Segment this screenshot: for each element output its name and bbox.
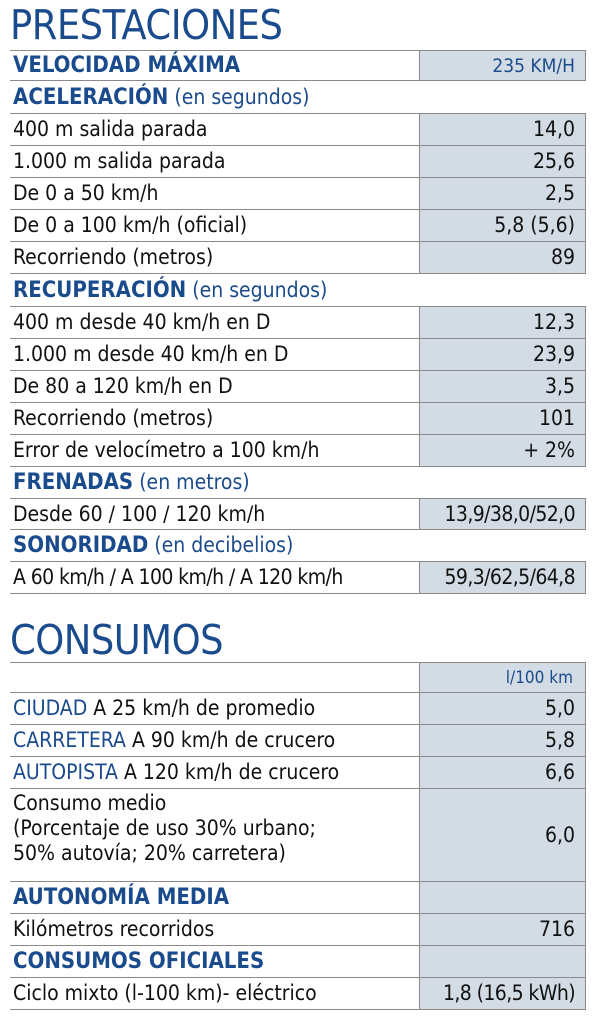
- table-row: De 80 a 120 km/h en D 3,5: [10, 371, 586, 403]
- row-label: A 120 km/h de crucero: [123, 760, 340, 784]
- prestaciones-title: PRESTACIONES: [10, 1, 283, 49]
- velocidad-label: VELOCIDAD MÁXIMA: [13, 53, 241, 78]
- row-value: + 2%: [419, 435, 586, 466]
- consumo-medio-line3: 50% autovía; 20% carretera): [13, 841, 286, 865]
- recuperacion-heading: RECUPERACIÓN: [13, 278, 187, 303]
- row-value: 14,0: [419, 114, 586, 145]
- table-row: Kilómetros recorridos 716: [10, 914, 586, 946]
- row-value: 12,3: [419, 307, 586, 338]
- table-row: 400 m salida parada 14,0: [10, 114, 586, 146]
- sonoridad-unit: (en decibelios): [154, 533, 294, 557]
- row-value: 6,6: [419, 757, 586, 788]
- frenadas-header: FRENADAS (en metros): [10, 467, 586, 499]
- table-row: A 60 km/h / A 100 km/h / A 120 km/h 59,3…: [10, 562, 586, 594]
- frenadas-heading: FRENADAS: [13, 470, 134, 495]
- row-label: Desde 60 / 100 / 120 km/h: [13, 502, 266, 526]
- table-row: Ciclo mixto (l-100 km)- eléctrico 1,8 (1…: [10, 978, 586, 1010]
- consumo-medio-value: 6,0: [419, 789, 586, 881]
- consumo-medio-row: Consumo medio (Porcentaje de uso 30% urb…: [10, 789, 586, 882]
- table-row: 1.000 m desde 40 km/h en D 23,9: [10, 339, 586, 371]
- table-row: 400 m desde 40 km/h en D 12,3: [10, 307, 586, 339]
- row-value: 101: [419, 403, 586, 434]
- consumos-table: l/100 km CIUDAD A 25 km/h de promedio 5,…: [10, 662, 586, 1010]
- table-row: Desde 60 / 100 / 120 km/h 13,9/38,0/52,0: [10, 499, 586, 530]
- aceleracion-unit: (en segundos): [174, 85, 310, 109]
- row-value: 5,8 (5,6): [419, 210, 586, 241]
- sonoridad-heading: SONORIDAD: [13, 533, 149, 558]
- table-row: Recorriendo (metros) 101: [10, 403, 586, 435]
- row-value: 716: [419, 914, 586, 945]
- table-row: Recorriendo (metros) 89: [10, 242, 586, 274]
- row-label: Error de velocímetro a 100 km/h: [13, 438, 320, 462]
- row-label: A 60 km/h / A 100 km/h / A 120 km/h: [13, 565, 343, 589]
- row-label: A 90 km/h de crucero: [131, 728, 336, 752]
- row-label: 400 m desde 40 km/h en D: [13, 310, 271, 334]
- row-value: 13,9/38,0/52,0: [419, 499, 586, 529]
- table-row: CARRETERA A 90 km/h de crucero 5,8: [10, 725, 586, 757]
- consumo-medio-line1: Consumo medio: [13, 791, 167, 815]
- recuperacion-unit: (en segundos): [192, 278, 328, 302]
- oficiales-header: CONSUMOS OFICIALES: [10, 946, 586, 978]
- autonomia-heading: AUTONOMÍA MEDIA: [13, 885, 230, 910]
- consumo-medio-line2: (Porcentaje de uso 30% urbano;: [13, 816, 316, 840]
- consumos-unit-header: l/100 km: [419, 663, 586, 692]
- row-value: 25,6: [419, 146, 586, 177]
- table-row: 1.000 m salida parada 25,6: [10, 146, 586, 178]
- velocidad-value: 235 KM/H: [419, 51, 586, 80]
- row-label: 400 m salida parada: [13, 117, 208, 141]
- row-value: 23,9: [419, 339, 586, 370]
- consumos-title: CONSUMOS: [10, 616, 224, 664]
- row-label: Recorriendo (metros): [13, 406, 214, 430]
- velocidad-row: VELOCIDAD MÁXIMA 235 KM/H: [10, 50, 586, 81]
- table-row: De 0 a 100 km/h (oficial) 5,8 (5,6): [10, 210, 586, 242]
- row-value: 5,8: [419, 725, 586, 756]
- row-value: 89: [419, 242, 586, 273]
- row-label: De 80 a 120 km/h en D: [13, 374, 233, 398]
- row-value: 5,0: [419, 693, 586, 724]
- oficiales-heading: CONSUMOS OFICIALES: [13, 949, 265, 974]
- recuperacion-header: RECUPERACIÓN (en segundos): [10, 274, 586, 307]
- table-row: AUTOPISTA A 120 km/h de crucero 6,6: [10, 757, 586, 789]
- row-keyword: CARRETERA: [13, 728, 126, 752]
- table-row: CIUDAD A 25 km/h de promedio 5,0: [10, 693, 586, 725]
- sonoridad-header: SONORIDAD (en decibelios): [10, 530, 586, 562]
- row-label: Recorriendo (metros): [13, 245, 214, 269]
- autonomia-header: AUTONOMÍA MEDIA: [10, 882, 586, 914]
- row-value: 59,3/62,5/64,8: [419, 562, 586, 593]
- frenadas-unit: (en metros): [139, 470, 250, 494]
- table-row: De 0 a 50 km/h 2,5: [10, 178, 586, 210]
- row-label: 1.000 m desde 40 km/h en D: [13, 342, 289, 366]
- row-label: Kilómetros recorridos: [13, 917, 215, 941]
- row-label: 1.000 m salida parada: [13, 149, 226, 173]
- row-value: 1,8 (16,5 kWh): [419, 978, 586, 1009]
- table-row: Error de velocímetro a 100 km/h + 2%: [10, 435, 586, 467]
- consumos-unit-row: l/100 km: [10, 662, 586, 693]
- row-label: De 0 a 50 km/h: [13, 181, 159, 205]
- row-value: 3,5: [419, 371, 586, 402]
- row-value: 2,5: [419, 178, 586, 209]
- row-label: A 25 km/h de promedio: [93, 696, 316, 720]
- row-label: Ciclo mixto (l-100 km)- eléctrico: [13, 981, 317, 1005]
- row-label: De 0 a 100 km/h (oficial): [13, 213, 248, 237]
- row-keyword: CIUDAD: [13, 696, 88, 720]
- aceleracion-header: ACELERACIÓN (en segundos): [10, 81, 586, 114]
- row-keyword: AUTOPISTA: [13, 760, 118, 784]
- prestaciones-table: VELOCIDAD MÁXIMA 235 KM/H ACELERACIÓN (e…: [10, 50, 586, 594]
- aceleracion-heading: ACELERACIÓN: [13, 85, 169, 110]
